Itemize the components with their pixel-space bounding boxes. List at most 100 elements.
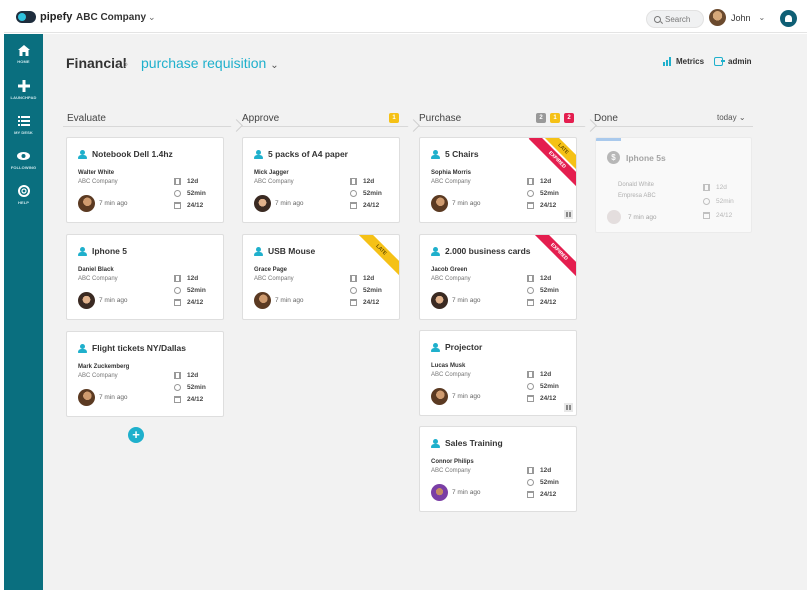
pause-icon[interactable] bbox=[564, 210, 573, 219]
time-value: 52min bbox=[540, 479, 559, 486]
filter-label: today bbox=[717, 113, 737, 122]
card-title: 5 packs of A4 paper bbox=[254, 149, 348, 159]
card-title: USB Mouse bbox=[254, 246, 315, 256]
sidebar: HOME LAUNCHPAD MY DESK FOLLOWING HELP bbox=[4, 34, 43, 590]
card-iphone-5[interactable]: Iphone 5 Daniel Black ABC Company 7 min … bbox=[66, 234, 224, 320]
logo-text: pipefy bbox=[40, 11, 73, 23]
late-ribbon-label: LATE bbox=[352, 235, 399, 279]
card-a4-paper[interactable]: 5 packs of A4 paper Mick Jagger ABC Comp… bbox=[242, 137, 400, 223]
metrics-button[interactable]: Metrics bbox=[663, 57, 704, 66]
top-bar: pipefy ABC Company ⌄ Search John ⌄ bbox=[4, 3, 807, 33]
pause-icon[interactable] bbox=[564, 403, 573, 412]
late-count-badge: 1 bbox=[550, 113, 560, 123]
clock-icon bbox=[350, 287, 357, 294]
requester-name: Jacob Green bbox=[431, 267, 468, 273]
avatar bbox=[431, 195, 448, 212]
requester-name: Donald White bbox=[618, 182, 655, 188]
age-value: 12d bbox=[716, 184, 727, 191]
due-value: 24/12 bbox=[363, 299, 380, 306]
calendar-icon bbox=[527, 202, 534, 209]
company-selector[interactable]: ABC Company ⌄ bbox=[76, 12, 156, 23]
card-business-cards[interactable]: 2.000 business cards Jacob Green ABC Com… bbox=[419, 234, 577, 320]
time-meta: 52min bbox=[527, 479, 559, 486]
clock-icon bbox=[174, 384, 181, 391]
card-projector[interactable]: Projector Lucas Musk ABC Company 7 min a… bbox=[419, 330, 577, 416]
hourglass-icon bbox=[527, 371, 534, 378]
due-value: 24/12 bbox=[716, 212, 733, 219]
card-title-text: Notebook Dell 1.4hz bbox=[92, 149, 173, 159]
chevron-down-icon: ⌄ bbox=[758, 13, 766, 22]
search-box[interactable]: Search bbox=[646, 10, 704, 28]
updated-ago: 7 min ago bbox=[99, 394, 128, 401]
home-icon bbox=[4, 43, 43, 57]
calendar-icon bbox=[174, 202, 181, 209]
bar-chart-icon bbox=[663, 57, 672, 66]
exit-icon bbox=[714, 57, 725, 66]
user-menu[interactable]: John ⌄ bbox=[709, 9, 765, 26]
age-meta: 12d bbox=[350, 275, 374, 282]
sidebar-item-help[interactable]: HELP bbox=[4, 180, 43, 210]
chevron-right-icon bbox=[230, 119, 243, 132]
hourglass-icon bbox=[174, 275, 181, 282]
done-filter-dropdown[interactable]: today ⌄ bbox=[717, 113, 746, 122]
requester-name: Connor Philips bbox=[431, 459, 474, 465]
card-5-chairs[interactable]: 5 Chairs Sophia Morris ABC Company 7 min… bbox=[419, 137, 577, 223]
sidebar-item-launchpad[interactable]: LAUNCHPAD bbox=[4, 75, 43, 105]
card-title: Projector bbox=[431, 342, 482, 352]
age-meta: 12d bbox=[350, 178, 374, 185]
sidebar-item-my-desk[interactable]: MY DESK bbox=[4, 110, 43, 140]
calendar-icon bbox=[350, 299, 357, 306]
phase-title-approve[interactable]: Approve bbox=[242, 113, 280, 124]
calendar-icon bbox=[350, 202, 357, 209]
avatar bbox=[254, 292, 271, 309]
phase-title-evaluate[interactable]: Evaluate bbox=[67, 113, 106, 124]
plus-icon bbox=[4, 79, 43, 93]
phase-title-done[interactable]: Done bbox=[594, 113, 618, 124]
sidebar-item-label: LAUNCHPAD bbox=[10, 95, 37, 100]
user-icon bbox=[78, 343, 87, 353]
requester-name: Sophia Morris bbox=[431, 170, 472, 176]
phase-title-purchase[interactable]: Purchase bbox=[419, 113, 462, 124]
time-meta: 52min bbox=[527, 383, 559, 390]
card-iphone-5s[interactable]: $ Iphone 5s Donald White Empresa ABC 7 mi… bbox=[595, 137, 752, 233]
card-title-text: Iphone 5 bbox=[92, 246, 127, 256]
time-value: 52min bbox=[540, 190, 559, 197]
due-meta: 24/12 bbox=[703, 212, 732, 219]
requester-company: ABC Company bbox=[431, 179, 471, 185]
due-value: 24/12 bbox=[540, 202, 557, 209]
updated-ago: 7 min ago bbox=[99, 200, 128, 207]
sidebar-item-home[interactable]: HOME bbox=[4, 39, 43, 69]
age-value: 12d bbox=[187, 178, 199, 185]
pipefy-logo[interactable]: pipefy bbox=[16, 11, 72, 23]
add-card-button[interactable]: + bbox=[128, 427, 144, 443]
hourglass-icon bbox=[174, 372, 181, 379]
expired-ribbon-label: EXPIRED bbox=[530, 235, 576, 281]
expired-count-badge: 2 bbox=[564, 113, 574, 123]
hourglass-icon bbox=[527, 178, 534, 185]
updated-ago: 7 min ago bbox=[452, 393, 481, 400]
age-meta: 12d bbox=[527, 467, 551, 474]
due-meta: 24/12 bbox=[527, 202, 556, 209]
card-sales-training[interactable]: Sales Training Connor Philips ABC Compan… bbox=[419, 426, 577, 512]
card-usb-mouse[interactable]: USB Mouse Grace Page ABC Company 7 min a… bbox=[242, 234, 400, 320]
admin-button[interactable]: admin bbox=[714, 57, 752, 66]
age-meta: 12d bbox=[527, 371, 551, 378]
dollar-icon: $ bbox=[607, 151, 620, 164]
requester-company: ABC Company bbox=[78, 276, 118, 282]
card-flight-tickets[interactable]: Flight tickets NY/Dallas Mark Zuckemberg… bbox=[66, 331, 224, 417]
expired-ribbon: EXPIRED bbox=[528, 235, 576, 283]
calendar-icon bbox=[527, 299, 534, 306]
sidebar-item-following[interactable]: FOLLOWING bbox=[4, 145, 43, 175]
pipe-selector[interactable]: purchase requisition ⌄ bbox=[141, 55, 279, 71]
age-value: 12d bbox=[363, 275, 375, 282]
sidebar-item-label: HELP bbox=[17, 200, 30, 205]
avatar bbox=[254, 195, 271, 212]
due-value: 24/12 bbox=[363, 202, 380, 209]
notifications-button[interactable] bbox=[780, 10, 797, 27]
card-title-text: Sales Training bbox=[445, 438, 503, 448]
page-title: Financial bbox=[66, 55, 127, 71]
requester-company: ABC Company bbox=[431, 276, 471, 282]
sidebar-item-label: MY DESK bbox=[14, 130, 33, 135]
card-notebook-dell[interactable]: Notebook Dell 1.4hz Walter White ABC Com… bbox=[66, 137, 224, 223]
time-value: 52min bbox=[540, 287, 559, 294]
